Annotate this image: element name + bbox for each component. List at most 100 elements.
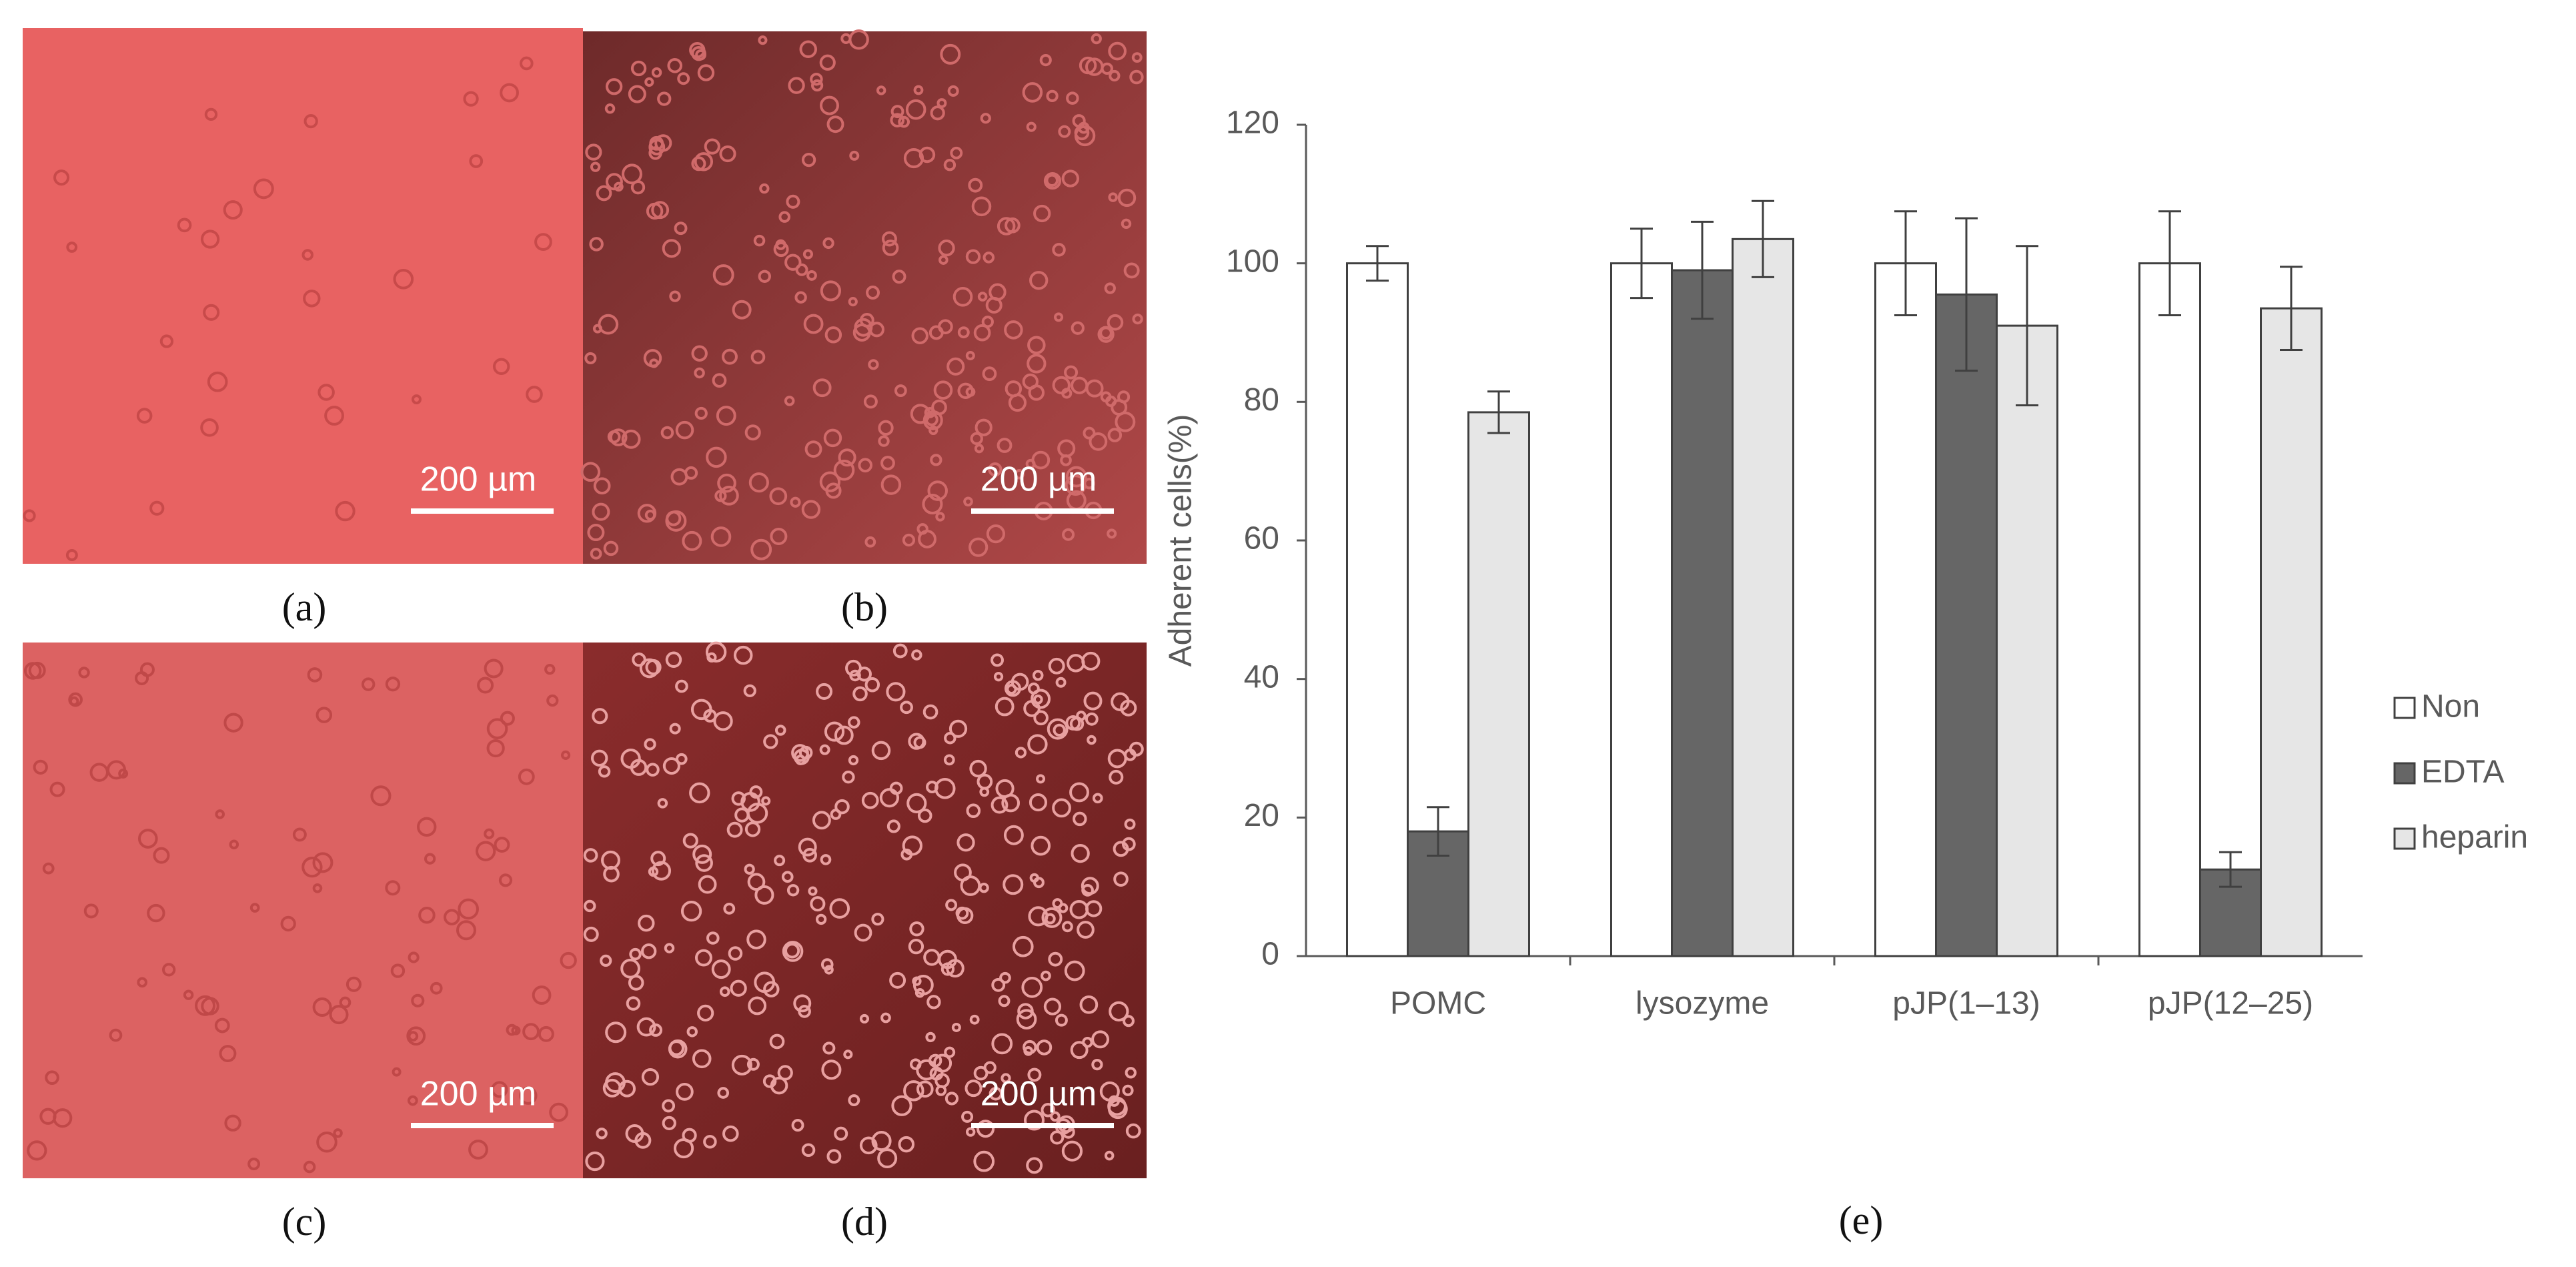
cell (1028, 384, 1045, 401)
cell (675, 420, 694, 440)
cell (840, 33, 852, 44)
cell (808, 886, 818, 896)
cell (854, 923, 872, 942)
x-tick-label: POMC (1390, 986, 1486, 1021)
cell (703, 1134, 717, 1149)
cell (669, 723, 681, 735)
cell (620, 958, 640, 979)
cell (390, 963, 406, 978)
cell (646, 763, 660, 777)
cell (177, 218, 192, 233)
cell (1108, 41, 1127, 61)
cell (195, 995, 216, 1016)
cell (964, 1080, 983, 1098)
panel-label: (e) (1839, 1198, 1884, 1242)
cell (534, 233, 552, 252)
cell (650, 851, 666, 867)
cell (928, 325, 944, 340)
cell (676, 1083, 694, 1101)
cell (852, 686, 868, 702)
cell (717, 473, 736, 493)
cell (769, 487, 788, 506)
cell (706, 652, 717, 663)
cell (583, 848, 598, 863)
cell (408, 951, 420, 963)
cell (1044, 913, 1056, 925)
cell (137, 829, 158, 849)
error-bar (1752, 199, 1774, 278)
cell (950, 146, 963, 159)
error-bar (1691, 220, 1714, 320)
cell (549, 1102, 568, 1122)
panel-label: (a) (282, 585, 327, 629)
cell (916, 1080, 934, 1098)
cell (826, 1149, 842, 1164)
cell (469, 154, 484, 168)
cell (484, 828, 495, 839)
cell (149, 500, 165, 516)
cell (657, 91, 672, 106)
cell (1031, 689, 1051, 709)
cell (411, 394, 422, 405)
cell (680, 900, 702, 922)
cell (871, 1131, 892, 1152)
cell (879, 788, 900, 808)
cell (943, 159, 956, 171)
cell (731, 1054, 752, 1076)
cell (629, 947, 642, 961)
cell (1052, 798, 1071, 818)
cell (748, 996, 767, 1015)
cell (938, 240, 955, 257)
cell (794, 291, 807, 304)
cell (810, 73, 823, 86)
cell (1036, 1039, 1053, 1055)
cell (946, 357, 965, 376)
cell (826, 115, 844, 133)
cell (522, 1023, 540, 1041)
cell (744, 821, 761, 837)
cell (913, 736, 926, 749)
cell (922, 494, 943, 515)
cell (593, 477, 611, 495)
cell (1050, 1111, 1061, 1122)
cell (748, 472, 769, 493)
cell (1061, 921, 1073, 933)
cell (1107, 749, 1127, 769)
cell (882, 231, 897, 247)
cell (746, 1058, 760, 1071)
cell (626, 996, 641, 1011)
cell (592, 708, 608, 725)
cell (1107, 428, 1123, 442)
y-tick-label: 40 (1244, 659, 1279, 695)
cell (1003, 825, 1024, 845)
cell (986, 524, 1006, 544)
cell (153, 847, 170, 864)
cell (68, 692, 83, 707)
cell (1107, 314, 1124, 331)
cell (590, 161, 601, 172)
cell (500, 83, 519, 103)
cell (1113, 841, 1129, 857)
cell (973, 1066, 989, 1081)
cell (49, 781, 65, 797)
cell (847, 716, 860, 729)
cell (722, 348, 738, 365)
legend-swatch (2393, 827, 2416, 850)
cell (770, 1076, 788, 1095)
cell (1122, 1015, 1135, 1027)
cell (900, 848, 913, 861)
cell (498, 873, 513, 887)
cell (200, 230, 220, 249)
cell (977, 292, 988, 302)
cell (815, 913, 827, 925)
cell (312, 997, 332, 1017)
cell (644, 77, 654, 87)
bar (1671, 269, 1734, 957)
cell (183, 989, 194, 1000)
cell (944, 1092, 959, 1106)
cell (997, 217, 1016, 236)
cell (916, 1059, 937, 1081)
cell (605, 1021, 627, 1043)
cell (983, 252, 995, 264)
